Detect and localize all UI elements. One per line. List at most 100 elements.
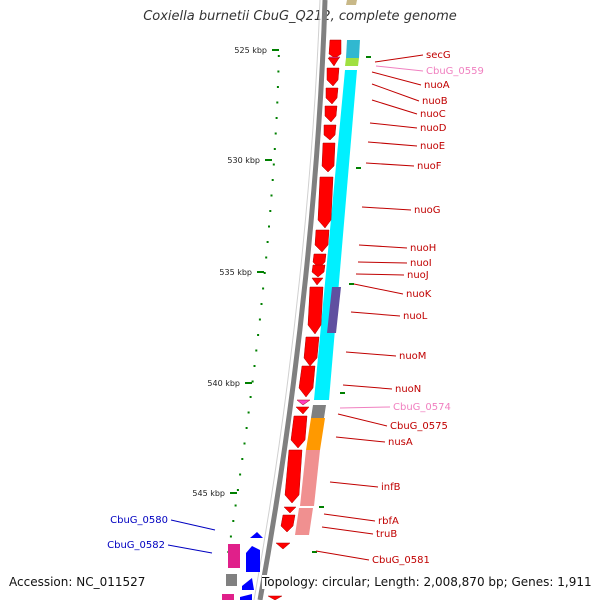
genome-backbone: [257, 0, 328, 600]
gc-dot: [269, 210, 272, 212]
label-cbug-0582[interactable]: CbuG_0582: [107, 540, 165, 551]
label-rbfa[interactable]: rbfA: [378, 516, 399, 527]
label-cbug-0581[interactable]: CbuG_0581: [372, 555, 430, 566]
label-trub[interactable]: truB: [376, 529, 397, 540]
label-nuoe[interactable]: nuoE: [420, 141, 445, 152]
label-nuol[interactable]: nuoL: [403, 311, 428, 322]
label-nuon[interactable]: nuoN: [395, 384, 421, 395]
leader-nuod: [369, 122, 418, 129]
cog-segment-violet: [327, 287, 341, 333]
gene-nuoB: [326, 67, 340, 87]
label-cbug-0575[interactable]: CbuG_0575: [390, 421, 448, 432]
gc-dot: [260, 303, 263, 305]
leader-cbug-0559: [375, 65, 424, 72]
topology-text: Topology: circular; Length: 2,008,870 bp…: [262, 575, 594, 589]
label-cbug-0559[interactable]: CbuG_0559: [426, 66, 484, 77]
gc-dot: [236, 489, 239, 491]
gene-nuoJ: [311, 264, 326, 278]
leader-nuom: [345, 351, 397, 357]
label-infb[interactable]: infB: [381, 482, 401, 493]
cog-segment-top: [346, 0, 357, 5]
label-nuob[interactable]: nuoB: [422, 96, 448, 107]
label-nuok[interactable]: nuoK: [406, 289, 432, 300]
gc-dot: [277, 70, 280, 73]
label-nuom[interactable]: nuoM: [399, 351, 426, 362]
gene-cbug0581: [275, 542, 291, 550]
gene-truB: [280, 514, 296, 533]
gene-blue-bottom-2: [240, 594, 252, 600]
cog-segment-orange: [306, 418, 325, 450]
leader-cbug-0574: [339, 406, 391, 409]
gene-cbug0582: [246, 546, 260, 572]
reverse-track: [222, 532, 263, 600]
leader-cbug-0582: [167, 544, 213, 554]
gc-dot: [232, 520, 235, 522]
gc-dot: [255, 349, 258, 352]
leader-trub: [321, 526, 374, 535]
cog-segment-secG: [346, 40, 360, 58]
leader-nuoe: [367, 141, 418, 147]
leader-nuoh: [358, 244, 408, 249]
map-title: Coxiella burnetii CbuG_Q212, complete ge…: [143, 9, 457, 24]
leader-nuoc: [371, 99, 418, 115]
label-secg[interactable]: secG: [426, 50, 451, 61]
accession-text: Accession: NC_011527: [9, 575, 148, 589]
cog-segment-pink-2: [295, 508, 313, 535]
leader-cbug-0580: [170, 519, 216, 531]
tick-label-530: 530 kbp: [227, 156, 260, 165]
label-nuoc[interactable]: nuoC: [420, 109, 446, 120]
gc-dot: [251, 380, 254, 383]
label-nusa[interactable]: nusA: [388, 437, 413, 448]
label-nuoa[interactable]: nuoA: [424, 80, 450, 91]
tick-label-540: 540 kbp: [207, 379, 240, 388]
gc-dot: [234, 504, 237, 507]
gc-dot: [272, 163, 275, 166]
label-nuof[interactable]: nuoF: [417, 161, 442, 172]
gene-nuoE: [323, 124, 337, 141]
leader-nuob: [371, 83, 420, 102]
cog-segment-pink: [300, 450, 320, 506]
gc-dot: [276, 86, 279, 88]
label-nuod[interactable]: nuoD: [420, 123, 447, 134]
gene-bottom: [267, 595, 283, 600]
leader-nuoa: [371, 71, 422, 86]
label-cbug-0574[interactable]: CbuG_0574: [393, 402, 451, 413]
leader-secg: [374, 54, 424, 63]
gene-nuoH: [314, 229, 330, 253]
gene-cbug0574: [296, 399, 311, 406]
label-leaders: [167, 54, 424, 561]
label-nuoi[interactable]: nuoI: [410, 258, 432, 269]
cog-segment-cyan: [314, 70, 357, 400]
gc-dot: [265, 256, 268, 259]
gene-nuoK: [311, 277, 324, 286]
gc-dot: [247, 411, 250, 414]
gene-nusA: [290, 415, 308, 449]
leader-nuoj: [355, 273, 405, 276]
gc-dot: [243, 442, 246, 445]
label-cbug-0580[interactable]: CbuG_0580: [110, 515, 168, 526]
leader-nusa: [335, 436, 386, 443]
gene-infB: [284, 449, 303, 504]
leader-infb: [329, 481, 379, 488]
label-nuoh[interactable]: nuoH: [410, 243, 436, 254]
gc-dot: [249, 396, 252, 398]
label-nuoj[interactable]: nuoJ: [407, 270, 429, 281]
gene-cbug0575: [295, 406, 310, 415]
gene-grey-box: [226, 574, 237, 586]
gene-blue-bottom: [242, 578, 254, 590]
label-nuog[interactable]: nuoG: [414, 205, 441, 216]
gc-dot: [266, 241, 269, 243]
genome-backbone-shadow: [253, 0, 321, 600]
cog-category-track: [295, 0, 360, 535]
leader-nuol: [350, 311, 401, 317]
gene-pink-bottom: [222, 594, 234, 600]
gc-dot: [253, 365, 256, 367]
gc-dot: [263, 272, 266, 274]
gc-dot: [262, 287, 265, 290]
gc-dot: [276, 101, 279, 104]
gene-nuoC: [325, 87, 339, 105]
tick-label-525: 525 kbp: [234, 46, 267, 55]
gc-dot: [258, 318, 261, 321]
gc-dot: [274, 132, 277, 135]
